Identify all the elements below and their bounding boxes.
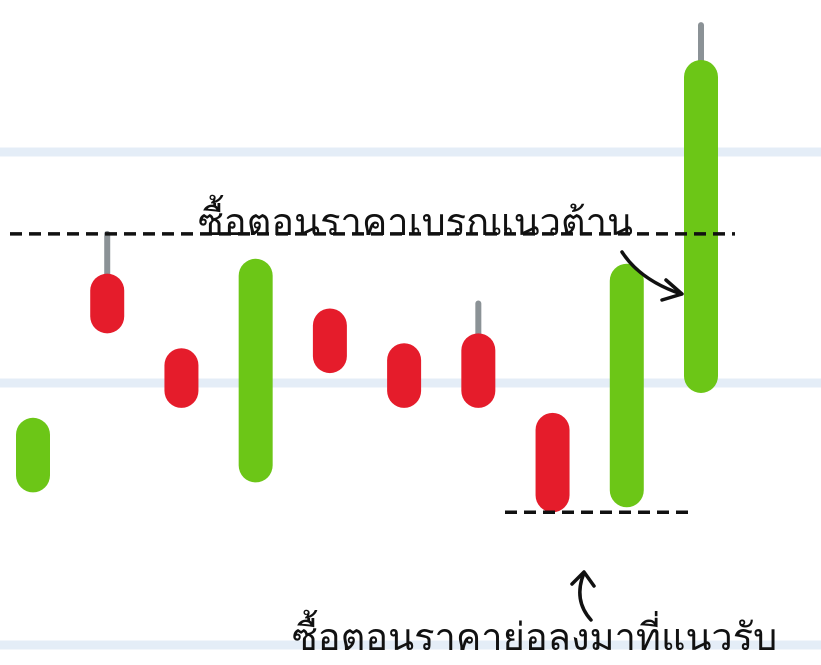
support-annotation-label: ซื้อตอนราคาย่อลงมาที่แนวรับ [292,609,777,659]
candle-body-1 [16,417,50,493]
candle-body-6 [387,343,422,408]
annotations: ซื้อตอนราคาเบรกแนวต้าน ซื้อตอนราคาย่อลงม… [198,194,777,659]
candle-body-9 [609,263,644,508]
candle-bodies [16,59,718,513]
candle-body-10 [684,59,718,393]
support-arrowhead-icon [570,570,596,588]
resistance-annotation-label: ซื้อตอนราคาเบรกแนวต้าน [198,194,633,244]
candle-body-8 [535,412,570,513]
candle-body-7 [461,333,496,408]
support-arrow-icon [578,571,593,622]
candle-body-4 [238,258,273,483]
resistance-arrow-icon [620,250,683,296]
candle-body-5 [312,308,347,374]
resistance-arrowhead-icon [660,278,684,302]
candle-body-3 [164,348,199,408]
candle-body-2 [90,273,125,334]
reference-lines [10,232,735,514]
